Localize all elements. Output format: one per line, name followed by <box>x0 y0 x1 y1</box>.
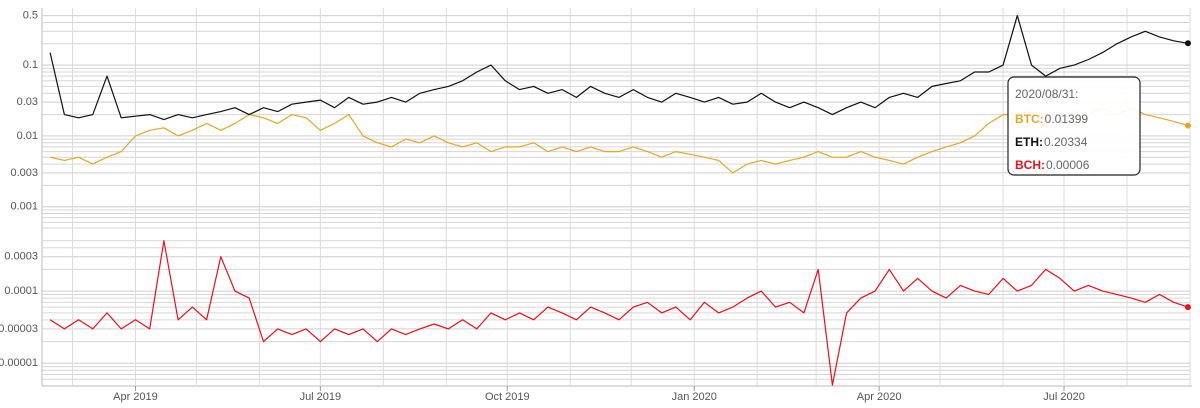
series-line <box>49 107 1189 174</box>
y-tick-label: 0.001 <box>10 201 38 213</box>
y-tick-label: 0.03 <box>17 96 38 108</box>
tooltip-value: 0.20334 <box>1044 135 1088 149</box>
y-tick-label: 0.01 <box>17 130 38 142</box>
tooltip-label: BCH: <box>1015 158 1045 172</box>
tooltip-label: ETH: <box>1015 135 1043 149</box>
y-tick-label: 0.0003 <box>4 251 38 263</box>
x-tick-label: Apr 2020 <box>857 391 902 403</box>
tooltip-box <box>1007 76 1141 176</box>
x-tick-label: Jul 2020 <box>1043 391 1085 403</box>
y-tick-label: 0.1 <box>23 59 38 71</box>
x-tick-label: Apr 2019 <box>113 391 158 403</box>
tooltip-title: 2020/08/31: <box>1015 87 1078 101</box>
end-marker <box>1184 122 1191 129</box>
x-tick-label: Jul 2019 <box>300 391 342 403</box>
tooltip-label: BTC: <box>1015 112 1044 126</box>
end-marker <box>1184 40 1191 47</box>
y-tick-label: 0.003 <box>10 167 38 179</box>
series-line <box>49 15 1189 121</box>
x-tick-label: Jan 2020 <box>672 391 717 403</box>
y-tick-label: 0.0001 <box>4 285 38 297</box>
end-marker <box>1184 304 1191 311</box>
y-tick-label: 0.5 <box>23 10 38 22</box>
tooltip-value: 0.00006 <box>1046 158 1090 172</box>
y-tick-label: 0.00001 <box>0 357 38 369</box>
series-line <box>49 240 1189 386</box>
tooltip-value: 0.01399 <box>1045 112 1089 126</box>
x-tick-label: Oct 2019 <box>485 391 530 403</box>
y-tick-label: 0.00003 <box>0 323 38 335</box>
